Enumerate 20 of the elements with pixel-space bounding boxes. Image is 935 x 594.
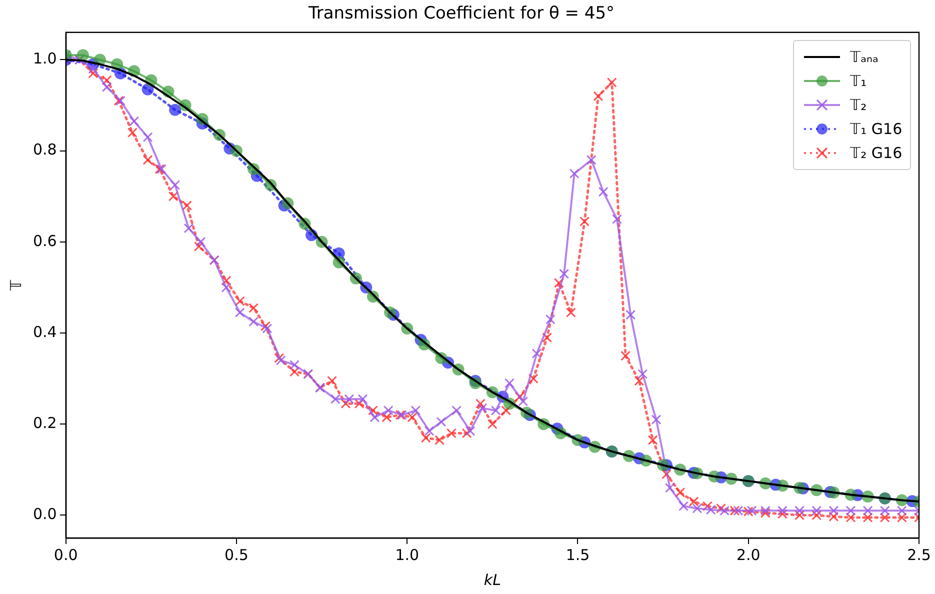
y-tick-label: 0.2: [32, 414, 57, 432]
y-tick-label: 0.4: [32, 322, 57, 341]
legend-label: 𝕋₂ G16: [850, 144, 902, 162]
legend-label: 𝕋ₐₙₐ: [850, 48, 878, 66]
legend-label: 𝕋₁ G16: [850, 120, 902, 138]
y-tick-label: 0.0: [32, 505, 57, 524]
x-tick-label: 1.5: [566, 546, 590, 564]
legend-label: 𝕋₂: [850, 96, 867, 114]
x-tick-label: 2.0: [736, 546, 760, 564]
y-tick-label: 0.6: [32, 232, 57, 250]
x-tick-label: 0.0: [54, 546, 78, 564]
x-axis-title: kL: [484, 570, 501, 589]
y-axis-title: 𝕋: [6, 280, 25, 292]
x-tick-label: 1.0: [395, 546, 420, 564]
y-tick-label: 0.8: [32, 140, 57, 159]
chart-title: Transmission Coefficient for θ = 45°: [307, 4, 615, 24]
y-tick-label: 1.0: [32, 50, 57, 68]
legend-label: 𝕋₁: [850, 72, 867, 90]
x-tick-label: 0.5: [224, 546, 248, 564]
x-tick-label: 2.5: [907, 546, 931, 564]
